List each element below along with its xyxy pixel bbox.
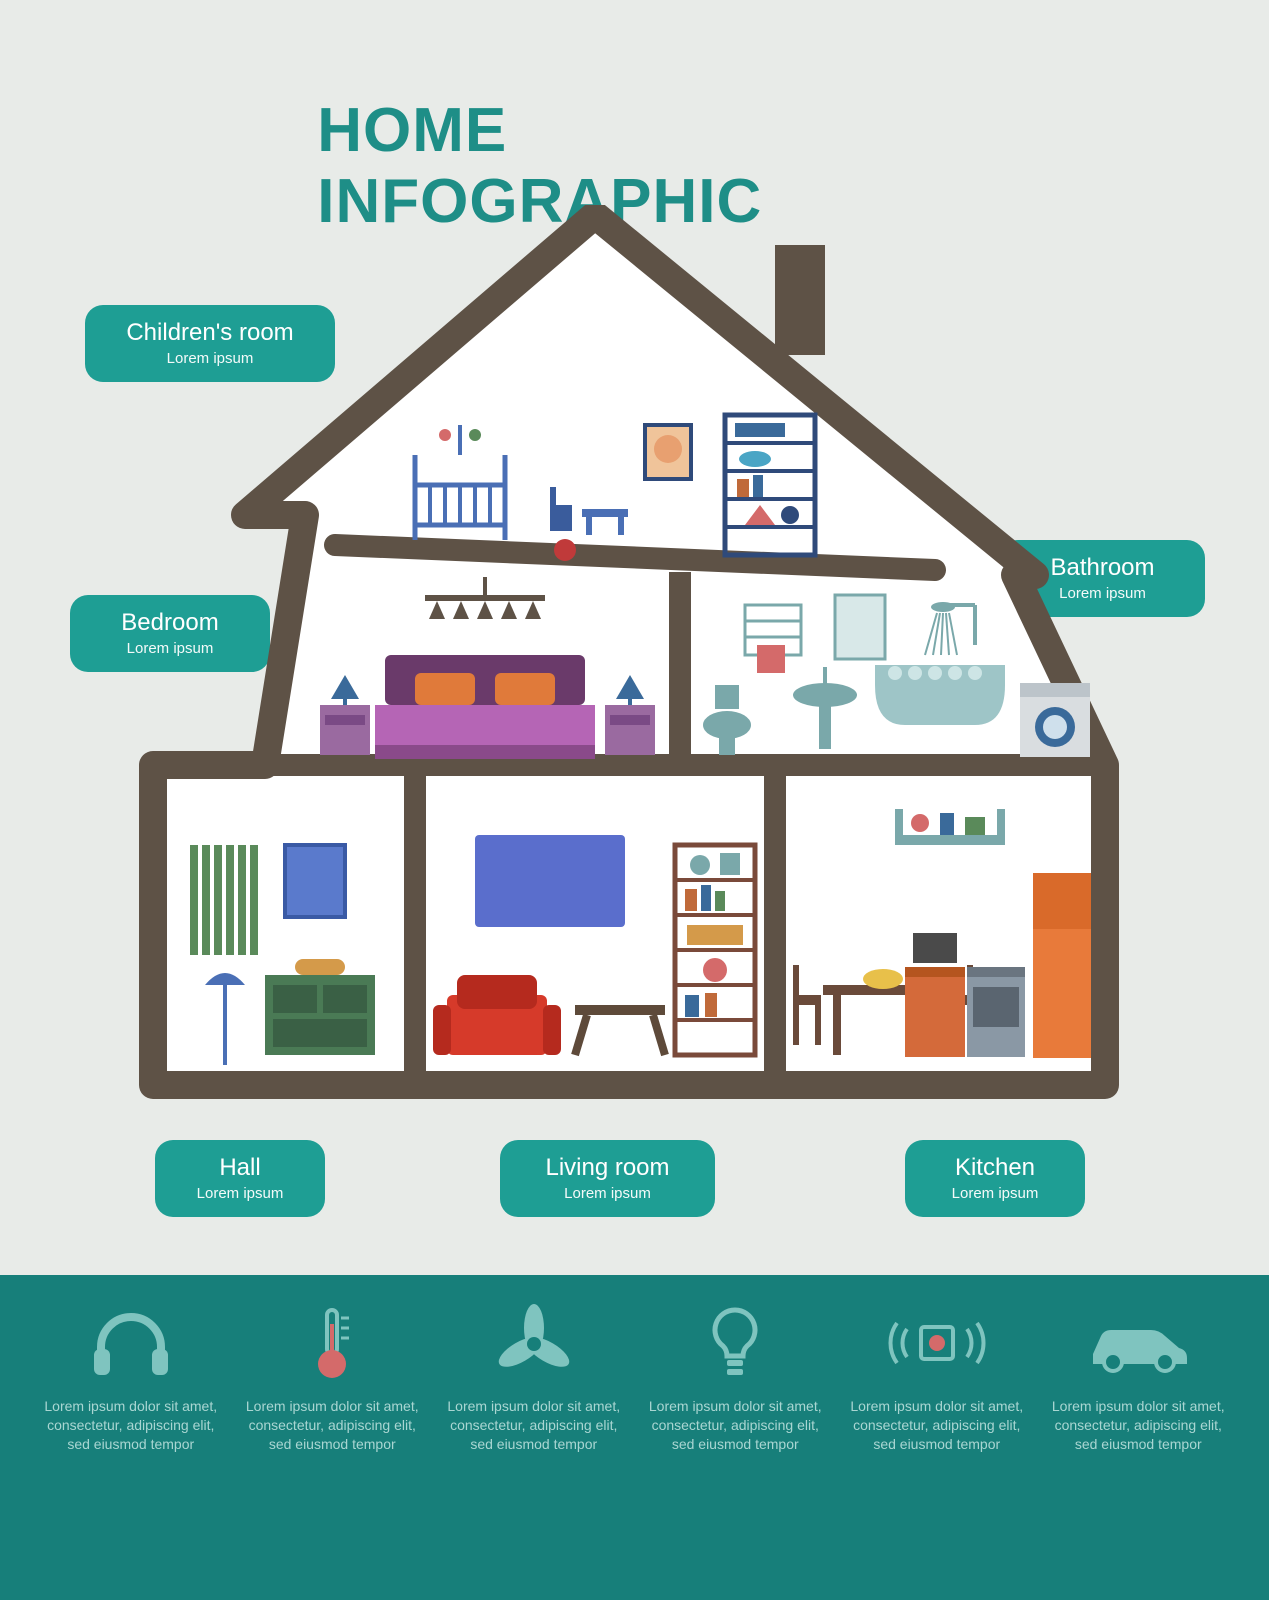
thermometer-icon xyxy=(236,1299,430,1389)
footer-col-security: Lorem ipsum dolor sit amet, consectetur,… xyxy=(836,1299,1038,1580)
footer-text: Lorem ipsum dolor sit amet, consectetur,… xyxy=(236,1397,430,1454)
footer-text: Lorem ipsum dolor sit amet, consectetur,… xyxy=(840,1397,1034,1454)
label-subtitle: Lorem ipsum xyxy=(179,1185,301,1203)
car-icon xyxy=(1042,1299,1236,1389)
footer-col-lighting: Lorem ipsum dolor sit amet, consectetur,… xyxy=(635,1299,837,1580)
label-hall: Hall Lorem ipsum xyxy=(155,1140,325,1217)
label-subtitle: Lorem ipsum xyxy=(524,1185,691,1203)
label-title: Hall xyxy=(179,1154,301,1183)
label-living-room: Living room Lorem ipsum xyxy=(500,1140,715,1217)
footer-col-temperature: Lorem ipsum dolor sit amet, consectetur,… xyxy=(232,1299,434,1580)
house-cutaway xyxy=(135,205,1135,1115)
footer-text: Lorem ipsum dolor sit amet, consectetur,… xyxy=(34,1397,228,1454)
footer-col-audio: Lorem ipsum dolor sit amet, consectetur,… xyxy=(30,1299,232,1580)
house-svg xyxy=(135,205,1135,1115)
label-title: Kitchen xyxy=(929,1154,1061,1183)
footer-col-vehicle: Lorem ipsum dolor sit amet, consectetur,… xyxy=(1038,1299,1240,1580)
sensor-icon xyxy=(840,1299,1034,1389)
label-title: Living room xyxy=(524,1154,691,1183)
footer-text: Lorem ipsum dolor sit amet, consectetur,… xyxy=(437,1397,631,1454)
footer-text: Lorem ipsum dolor sit amet, consectetur,… xyxy=(639,1397,833,1454)
infographic-canvas: HOME INFOGRAPHIC Children's room Lorem i… xyxy=(0,0,1269,1600)
label-subtitle: Lorem ipsum xyxy=(929,1185,1061,1203)
footer-col-climate: Lorem ipsum dolor sit amet, consectetur,… xyxy=(433,1299,635,1580)
label-kitchen: Kitchen Lorem ipsum xyxy=(905,1140,1085,1217)
fan-icon xyxy=(437,1299,631,1389)
bulb-icon xyxy=(639,1299,833,1389)
footer-text: Lorem ipsum dolor sit amet, consectetur,… xyxy=(1042,1397,1236,1454)
headphones-icon xyxy=(34,1299,228,1389)
footer-band: Lorem ipsum dolor sit amet, consectetur,… xyxy=(0,1275,1269,1600)
